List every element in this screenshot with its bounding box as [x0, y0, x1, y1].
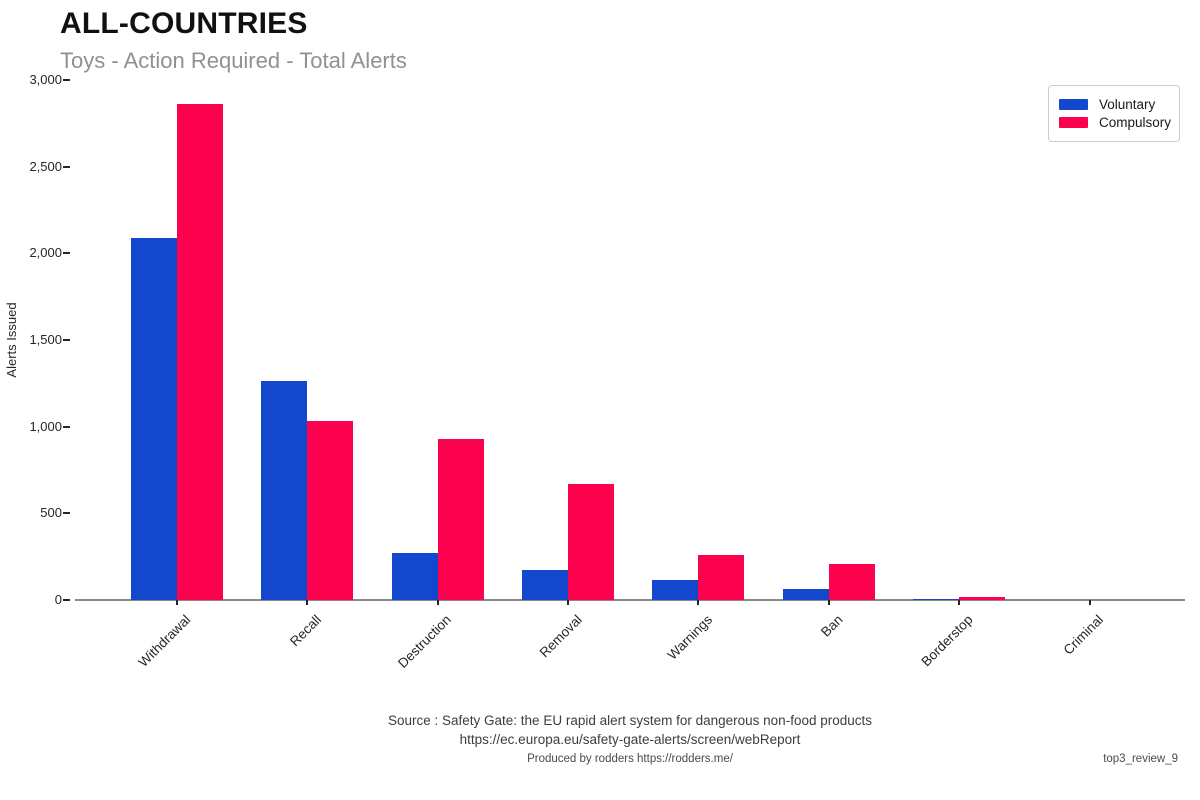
x-tick-mark [306, 600, 309, 605]
x-tick-label: Removal [536, 612, 585, 661]
y-tick-mark [63, 512, 70, 515]
bar-compulsory-withdrawal [176, 104, 223, 600]
y-tick-mark [63, 599, 70, 601]
x-tick-label: Destruction [395, 612, 455, 671]
bar-group-removal [521, 80, 614, 600]
bar-compulsory-warnings [698, 554, 745, 600]
y-tick-label: 0 [54, 592, 62, 607]
bar-voluntary-withdrawal [130, 237, 177, 600]
report-tag: top3_review_9 [1103, 753, 1178, 765]
x-tick-label: Criminal [1060, 612, 1107, 658]
x-tick-mark [958, 600, 961, 605]
y-tick-label: 2,500 [29, 158, 62, 174]
y-tick-label: 1,500 [29, 332, 62, 347]
source-line-1: Source : Safety Gate: the EU rapid alert… [387, 713, 872, 728]
y-tick-label: 500 [40, 505, 62, 521]
bar-compulsory-recall [307, 421, 354, 600]
source-line-2: https://ec.europa.eu/safety-gate-alerts/… [459, 732, 801, 747]
x-tick-label: Borderstop [918, 612, 976, 670]
y-tick-mark [63, 252, 70, 255]
bar-group-borderstop [913, 80, 1006, 600]
legend-label: Voluntary [1099, 97, 1156, 112]
bar-compulsory-destruction [437, 438, 484, 600]
legend-item-voluntary: Voluntary [1059, 97, 1169, 112]
bar-voluntary-borderstop [913, 598, 960, 600]
bar-compulsory-ban [828, 564, 875, 600]
legend-box: Voluntary Compulsory [1048, 85, 1180, 142]
x-tick-mark [175, 600, 178, 605]
source-note: Source : Safety Gate: the EU rapid alert… [75, 711, 1185, 749]
x-tick-label: Withdrawal [135, 612, 194, 670]
y-tick-mark [63, 79, 70, 81]
x-tick-label: Recall [286, 612, 324, 650]
bar-voluntary-ban [782, 588, 829, 600]
chart-title: ALL-COUNTRIES [60, 7, 308, 40]
bar-voluntary-destruction [391, 553, 438, 600]
x-tick-mark [1088, 600, 1091, 605]
y-tick-mark [63, 425, 70, 428]
bar-voluntary-warnings [652, 580, 699, 600]
bar-group-warnings [652, 80, 745, 600]
legend-item-compulsory: Compulsory [1059, 115, 1172, 130]
produced-by-note: Produced by rodders https://rodders.me/ [527, 753, 733, 765]
bar-voluntary-removal [521, 569, 568, 600]
y-tick-mark [63, 165, 70, 168]
legend-swatch-compulsory [1059, 117, 1088, 128]
chart-subtitle: Toys - Action Required - Total Alerts [60, 48, 407, 73]
legend-swatch-voluntary [1059, 99, 1088, 110]
legend-label: Compulsory [1099, 115, 1172, 130]
bar-group-ban [782, 80, 875, 600]
x-axis-line [75, 599, 1185, 601]
y-tick-label: 2,000 [29, 245, 62, 261]
plot-area: 0 500 1,000 1,500 2,000 2,500 3,000 Withdrawal… [29, 72, 1185, 671]
y-tick-label: 3,000 [29, 72, 62, 87]
bar-compulsory-borderstop [959, 596, 1006, 600]
x-tick-mark [436, 600, 439, 605]
x-tick-mark [566, 600, 569, 605]
x-tick-label: Warnings [664, 612, 715, 663]
x-tick-label: Ban [817, 612, 846, 640]
bar-group-criminal [1044, 80, 1136, 600]
bar-compulsory-removal [567, 483, 614, 600]
x-tick-mark [697, 600, 700, 605]
bar-group-recall [261, 80, 354, 600]
bar-voluntary-recall [261, 380, 308, 600]
bar-group-destruction [391, 80, 484, 600]
y-tick-label: 1,000 [29, 418, 62, 434]
bar-group-withdrawal [130, 80, 223, 600]
y-tick-mark [63, 339, 70, 341]
x-tick-mark [827, 600, 830, 605]
